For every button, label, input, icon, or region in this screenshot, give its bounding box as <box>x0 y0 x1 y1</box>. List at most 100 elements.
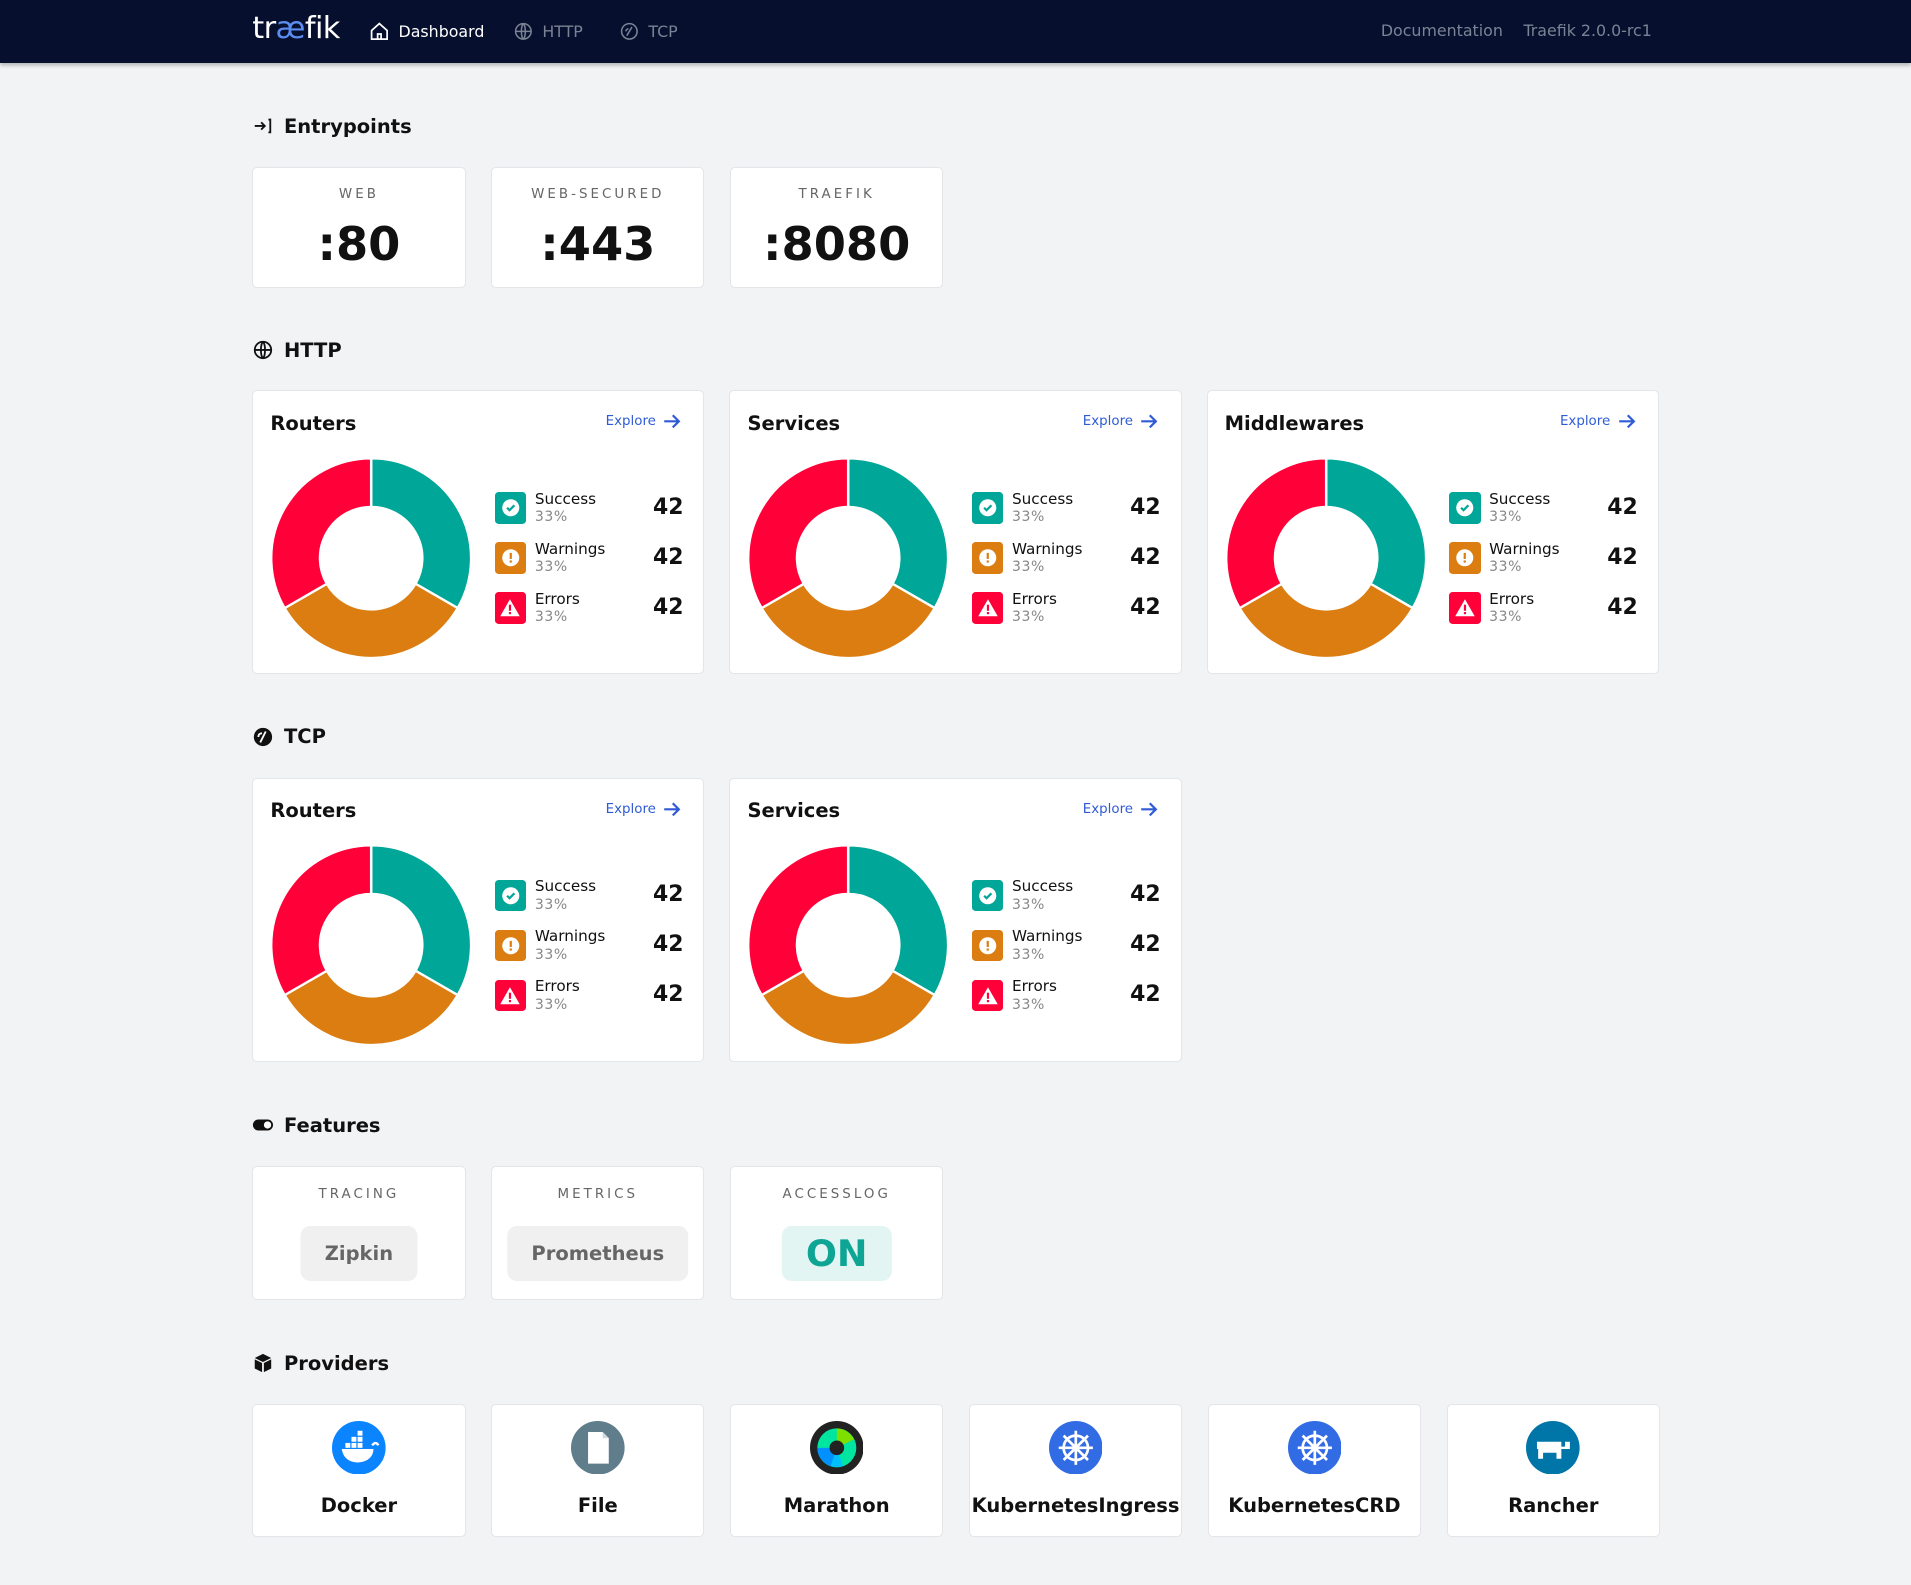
stat-label: Success <box>1489 489 1551 508</box>
card-title: Services <box>747 799 841 823</box>
donut-slice-errors <box>1224 456 1327 610</box>
check-circle-icon <box>1456 499 1474 517</box>
donut-slice-errors <box>747 456 850 610</box>
provider-card-marathon: Marathon <box>730 1404 944 1537</box>
globe-icon <box>254 341 273 360</box>
explore-link[interactable]: Explore <box>1083 414 1159 429</box>
stat-value: 42 <box>652 494 684 520</box>
stat-value: 42 <box>1130 544 1161 570</box>
provider-name: File <box>577 1493 618 1517</box>
entrypoint-port: :80 <box>317 216 401 271</box>
explore-label: Explore <box>1559 414 1611 430</box>
status-badge <box>971 492 1004 524</box>
explore-link[interactable]: Explore <box>606 414 682 429</box>
explore-link[interactable]: Explore <box>1083 802 1159 817</box>
legend-errors: Errors 33% 42 <box>971 977 1161 1014</box>
http-services-card: Services Explore Success 33% 42 Warnings… <box>729 390 1182 674</box>
stat-value: 42 <box>652 932 684 958</box>
feature-name: TRACING <box>318 1186 400 1202</box>
stat-percent: 33% <box>534 996 568 1013</box>
donut-slice-errors <box>747 844 850 998</box>
navbar: træfik Dashboard HTTP TCP Documentation … <box>0 0 1911 64</box>
nav-dashboard-label: Dashboard <box>398 21 485 41</box>
stat-label: Success <box>1011 489 1074 508</box>
stat-label: Warnings <box>1011 927 1083 946</box>
warning-triangle-icon <box>1454 599 1475 617</box>
stat-percent: 33% <box>1011 896 1045 913</box>
donut-chart <box>747 456 950 660</box>
entrypoint-card: WEB :80 <box>252 166 466 288</box>
provider-name: Rancher <box>1508 1493 1599 1517</box>
donut-slice-errors <box>270 456 373 610</box>
entrypoints-heading: Entrypoints <box>252 115 412 138</box>
explore-link[interactable]: Explore <box>1560 414 1636 429</box>
stat-label: Errors <box>534 977 580 996</box>
check-circle-icon <box>979 887 997 905</box>
stat-percent: 33% <box>534 609 568 626</box>
donut-chart <box>270 844 473 1047</box>
stat-value: 42 <box>1130 982 1161 1008</box>
status-badge <box>494 929 527 962</box>
explore-link[interactable]: Explore <box>606 802 682 817</box>
card-title: Services <box>747 411 841 435</box>
legend-success: Success 33% 42 <box>971 877 1161 914</box>
traefik-logo[interactable]: træfik <box>252 10 340 46</box>
warning-triangle-icon <box>500 599 521 617</box>
entrypoint-card: TRAEFIK :8080 <box>730 166 944 288</box>
legend-success: Success 33% 42 <box>1448 489 1638 527</box>
stat-label: Errors <box>534 589 580 608</box>
stat-value: 42 <box>1130 594 1161 620</box>
card-title: Routers <box>270 799 357 823</box>
stat-value: 42 <box>1130 932 1161 958</box>
documentation-link[interactable]: Documentation <box>1381 21 1503 40</box>
stat-percent: 33% <box>534 896 568 913</box>
stat-percent: 33% <box>1489 559 1523 576</box>
providers-heading: Providers <box>252 1352 389 1375</box>
legend-warnings: Warnings 33% 42 <box>971 927 1161 964</box>
stat-label: Warnings <box>1489 539 1560 558</box>
feature-name: ACCESSLOG <box>782 1186 891 1202</box>
feature-card: ACCESSLOG ON <box>730 1166 944 1301</box>
nav-tcp[interactable]: TCP <box>619 21 678 42</box>
arrow-right-icon <box>1141 414 1158 429</box>
nav-dashboard[interactable]: Dashboard <box>369 21 484 42</box>
stat-label: Errors <box>1489 589 1535 608</box>
donut-chart <box>270 456 473 660</box>
features-title: Features <box>283 1113 381 1137</box>
toggle-icon <box>253 1119 274 1131</box>
exclamation-circle-icon <box>1456 549 1474 567</box>
version-label: Traefik 2.0.0-rc1 <box>1523 21 1651 40</box>
entrypoint-name: WEB <box>338 187 379 203</box>
globe-icon <box>514 22 532 40</box>
kubernetes-icon <box>1048 1420 1103 1475</box>
http-heading: HTTP <box>252 339 342 362</box>
stat-label: Success <box>534 489 597 508</box>
nav-http[interactable]: HTTP <box>513 21 583 42</box>
stat-percent: 33% <box>1011 946 1045 963</box>
entrypoint-name: WEB-SECURED <box>531 187 665 203</box>
sign-in-icon <box>255 118 272 134</box>
provider-name: KubernetesCRD <box>1228 1493 1401 1517</box>
tcp-heading: TCP <box>252 725 326 748</box>
donut-slice-warnings <box>1237 581 1414 660</box>
docker-icon <box>332 1420 386 1475</box>
marathon-icon <box>809 1420 864 1475</box>
kubernetes-icon <box>1287 1420 1342 1475</box>
stat-label: Errors <box>1011 977 1057 996</box>
donut-slice-warnings <box>760 969 937 1047</box>
stat-percent: 33% <box>534 509 568 526</box>
feature-card: METRICS Prometheus <box>491 1166 705 1301</box>
http-routers-card: Routers Explore Success 33% 42 Warnings … <box>252 390 705 674</box>
check-circle-icon <box>979 499 997 517</box>
version-text: Traefik 2.0.0-rc1 <box>1523 20 1652 40</box>
entrypoint-port: :443 <box>540 216 656 271</box>
stat-label: Success <box>1011 877 1074 896</box>
nav-tcp-label: TCP <box>648 21 678 41</box>
legend-success: Success 33% 42 <box>971 489 1161 527</box>
stat-percent: 33% <box>1011 996 1045 1013</box>
donut-slice-warnings <box>283 581 460 660</box>
entrypoint-port: :8080 <box>762 216 911 271</box>
status-badge <box>971 979 1004 1012</box>
legend-errors: Errors 33% 42 <box>494 589 684 627</box>
